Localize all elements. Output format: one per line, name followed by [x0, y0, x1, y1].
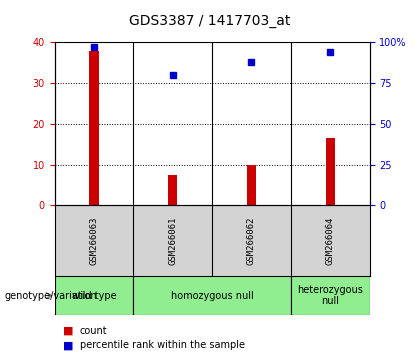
- Text: heterozygous
null: heterozygous null: [297, 285, 363, 307]
- FancyBboxPatch shape: [134, 276, 291, 315]
- Text: ■: ■: [63, 340, 74, 350]
- Text: GSM266061: GSM266061: [168, 217, 177, 265]
- Text: GSM266064: GSM266064: [326, 217, 335, 265]
- FancyBboxPatch shape: [55, 276, 134, 315]
- Text: GSM266063: GSM266063: [89, 217, 98, 265]
- FancyBboxPatch shape: [291, 276, 370, 315]
- Text: GDS3387 / 1417703_at: GDS3387 / 1417703_at: [129, 14, 291, 28]
- Bar: [247, 165, 256, 205]
- Text: count: count: [80, 326, 108, 336]
- Text: genotype/variation: genotype/variation: [4, 291, 97, 301]
- Text: percentile rank within the sample: percentile rank within the sample: [80, 340, 245, 350]
- Text: ■: ■: [63, 326, 74, 336]
- Text: GSM266062: GSM266062: [247, 217, 256, 265]
- Bar: [326, 138, 335, 205]
- Bar: [89, 51, 99, 205]
- Text: homozygous null: homozygous null: [171, 291, 254, 301]
- Bar: [168, 175, 178, 205]
- Text: wild type: wild type: [72, 291, 116, 301]
